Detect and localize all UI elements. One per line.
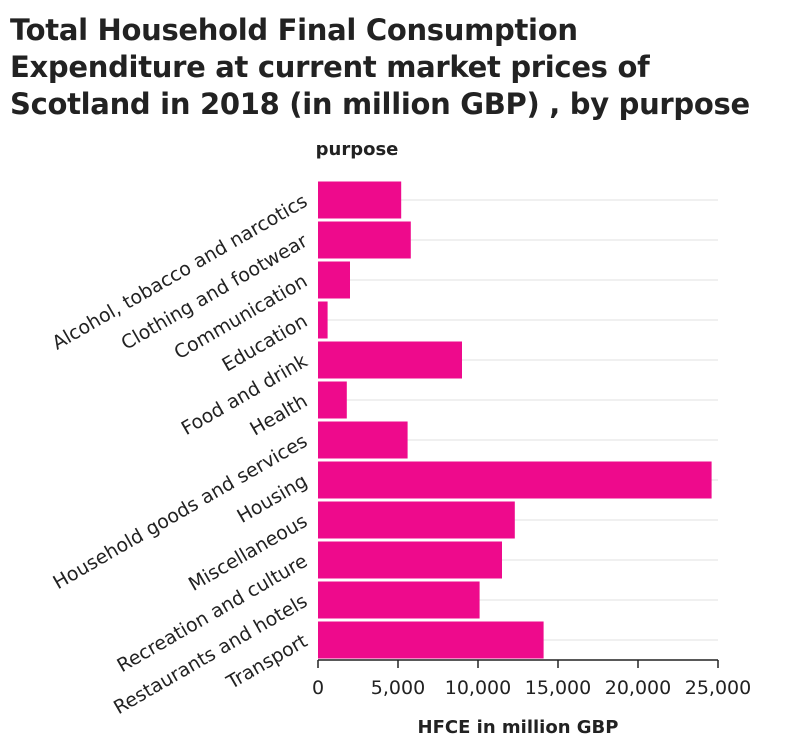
bar <box>318 501 515 539</box>
bar <box>318 341 462 379</box>
bar <box>318 221 411 259</box>
bar <box>318 421 408 459</box>
bar <box>318 301 328 339</box>
x-axis-label: HFCE in million GBP <box>418 717 619 738</box>
bar <box>318 381 347 419</box>
x-tick-label: 25,000 <box>685 677 751 699</box>
y-axis-label: purpose <box>316 139 399 160</box>
x-tick-label: 0 <box>312 677 324 699</box>
bar <box>318 541 502 579</box>
bar <box>318 581 480 619</box>
x-tick-label: 10,000 <box>445 677 511 699</box>
chart-title: Total Household Final Consumption Expend… <box>10 13 750 121</box>
bar <box>318 181 402 219</box>
bar <box>318 461 712 499</box>
bar <box>318 261 350 299</box>
bars <box>318 181 712 659</box>
x-tick-label: 20,000 <box>605 677 671 699</box>
bar <box>318 621 544 659</box>
x-tick-label: 15,000 <box>525 677 591 699</box>
x-ticks: 0 5,000 10,000 15,000 20,000 25,000 <box>312 660 751 699</box>
x-tick-label: 5,000 <box>371 677 425 699</box>
